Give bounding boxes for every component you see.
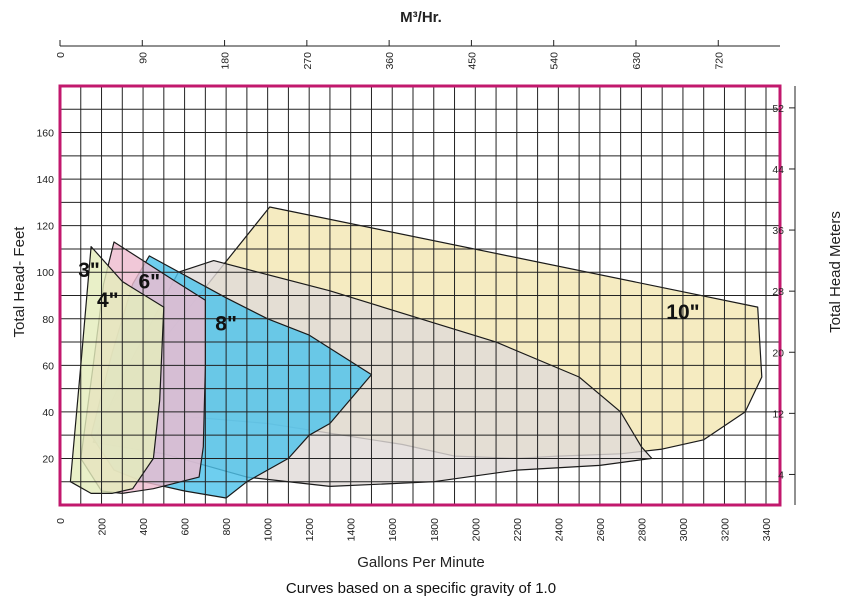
y-left-axis-title: Total Head- Feet bbox=[11, 226, 28, 338]
y-right-tick-label: 44 bbox=[772, 164, 784, 176]
y-right-axis-title: Total Head Meters bbox=[827, 211, 842, 333]
x-tick-label: 3000 bbox=[678, 518, 690, 542]
top-tick-label: 360 bbox=[384, 52, 396, 70]
x-tick-label: 2200 bbox=[512, 518, 524, 542]
top-tick-label: 630 bbox=[631, 52, 643, 70]
y-left-tick-label: 60 bbox=[42, 360, 54, 372]
region-labels: 10" 8" 6" 4" 3" bbox=[78, 259, 699, 336]
x-tick-label: 2600 bbox=[595, 518, 607, 542]
y-left-tick-label: 160 bbox=[36, 128, 54, 140]
top-tick-label: 540 bbox=[549, 52, 561, 70]
axes: 0 200 400 600 800 1000 1200 1400 1600 1800 2000 220… bbox=[36, 40, 796, 542]
y-right-tick-label: 28 bbox=[772, 286, 784, 298]
caption: Curves based on a specific gravity of 1.… bbox=[286, 580, 556, 597]
x-tick-label: 400 bbox=[138, 518, 150, 536]
top-tick-label: 720 bbox=[713, 52, 725, 70]
x-tick-label: 2000 bbox=[470, 518, 482, 542]
plot-frame bbox=[58, 84, 782, 507]
y-left-tick-label: 120 bbox=[36, 221, 54, 233]
y-left-tick-label: 140 bbox=[36, 174, 54, 186]
top-tick-label: 180 bbox=[220, 52, 232, 70]
top-tick-label: 450 bbox=[466, 52, 478, 70]
x-tick-label: 1200 bbox=[304, 518, 316, 542]
top-tick-label: 90 bbox=[137, 52, 149, 64]
top-axis-title: M³/Hr. bbox=[400, 9, 442, 26]
x-tick-label: 3200 bbox=[719, 518, 731, 542]
region-3in bbox=[69, 246, 165, 494]
region-label: 3" bbox=[78, 259, 100, 282]
region-label: 8" bbox=[215, 312, 237, 335]
x-tick-label: 1000 bbox=[263, 518, 275, 542]
region-label: 4" bbox=[97, 289, 119, 312]
x-tick-label: 2400 bbox=[553, 518, 565, 542]
x-tick-label: 1600 bbox=[387, 518, 399, 542]
x-tick-label: 2800 bbox=[636, 518, 648, 542]
top-tick-label: 0 bbox=[55, 52, 67, 58]
x-tick-label: 3400 bbox=[761, 518, 773, 542]
region-label: 10" bbox=[666, 301, 699, 324]
y-right-tick-label: 4 bbox=[778, 469, 784, 481]
x-axis-title: Gallons Per Minute bbox=[357, 554, 485, 571]
x-tick-label: 200 bbox=[97, 518, 109, 536]
y-right-tick-label: 36 bbox=[772, 225, 784, 237]
y-right-tick-label: 12 bbox=[772, 408, 784, 420]
y-right-tick-label: 20 bbox=[772, 347, 784, 359]
y-left-tick-label: 80 bbox=[42, 314, 54, 326]
y-left-tick-label: 100 bbox=[36, 267, 54, 279]
region-label: 6" bbox=[138, 271, 160, 294]
top-tick-label: 270 bbox=[302, 52, 314, 70]
x-tick-label: 800 bbox=[221, 518, 233, 536]
x-tick-label: 600 bbox=[180, 518, 192, 536]
y-left-tick-label: 20 bbox=[42, 453, 54, 465]
y-left-tick-label: 40 bbox=[42, 407, 54, 419]
x-tick-label: 1800 bbox=[429, 518, 441, 542]
y-right-tick-label: 52 bbox=[772, 103, 784, 115]
grid-lines bbox=[60, 86, 780, 505]
x-tick-label: 1400 bbox=[346, 518, 358, 542]
pump-regions bbox=[69, 206, 763, 499]
x-tick-label: 0 bbox=[55, 518, 67, 524]
